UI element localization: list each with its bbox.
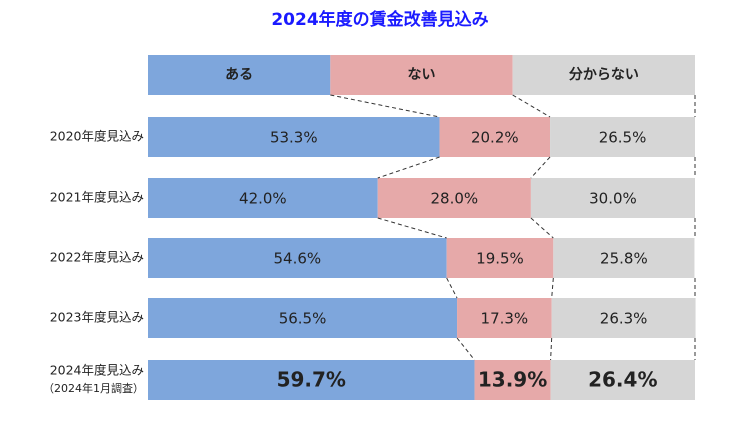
connector (551, 277, 554, 299)
data-label: 54.6% (274, 250, 322, 268)
data-label: 17.3% (481, 310, 529, 328)
bar-segment (474, 360, 551, 400)
chart-title: 2024年度の賃金改善見込み (271, 9, 488, 30)
data-label: 20.2% (471, 129, 519, 147)
connector (456, 337, 475, 361)
y-tick-label: （2024年1月調査） (43, 381, 144, 395)
bar-segment (148, 298, 458, 338)
y-tick-label: 2022年度見込み (50, 250, 144, 265)
bar-segment (550, 117, 695, 157)
legend-label: ある (225, 67, 253, 83)
connector (330, 94, 440, 118)
bar-segment (446, 238, 554, 278)
data-label: 53.3% (270, 129, 318, 147)
connector (377, 156, 440, 179)
connector (512, 94, 551, 118)
y-tick-label: 2024年度見込み (50, 363, 144, 378)
bar-segment (148, 238, 447, 278)
connector (446, 277, 458, 299)
bar-segment (148, 360, 475, 400)
legend-label: 分からない (569, 67, 639, 83)
data-label: 26.4% (588, 368, 657, 392)
bar-segment (550, 360, 695, 400)
bar-segment (148, 117, 440, 157)
data-label: 56.5% (279, 310, 327, 328)
connector (530, 217, 554, 239)
data-label: 30.0% (589, 190, 637, 208)
connector (377, 217, 447, 239)
connector (530, 156, 551, 179)
data-label: 19.5% (476, 250, 524, 268)
legend-swatch (512, 55, 695, 95)
bar-segment (439, 117, 551, 157)
bar-segment (553, 238, 695, 278)
data-label: 13.9% (478, 368, 547, 392)
bar-segment (530, 178, 695, 218)
data-label: 25.8% (600, 250, 648, 268)
data-label: 42.0% (239, 190, 287, 208)
legend-swatch (148, 55, 331, 95)
y-tick-label: 2023年度見込み (50, 310, 144, 325)
y-tick-label: 2020年度見込み (50, 129, 144, 144)
data-label: 26.5% (599, 129, 647, 147)
connector (550, 337, 553, 361)
bar-segment (377, 178, 531, 218)
legend-label: ない (408, 67, 436, 83)
bar-segment (148, 178, 378, 218)
data-label: 59.7% (277, 368, 346, 392)
data-label: 28.0% (430, 190, 478, 208)
y-tick-label: 2021年度見込み (50, 190, 144, 205)
bar-segment (551, 298, 696, 338)
data-label: 26.3% (600, 310, 648, 328)
legend-swatch (330, 55, 513, 95)
bar-segment (457, 298, 552, 338)
